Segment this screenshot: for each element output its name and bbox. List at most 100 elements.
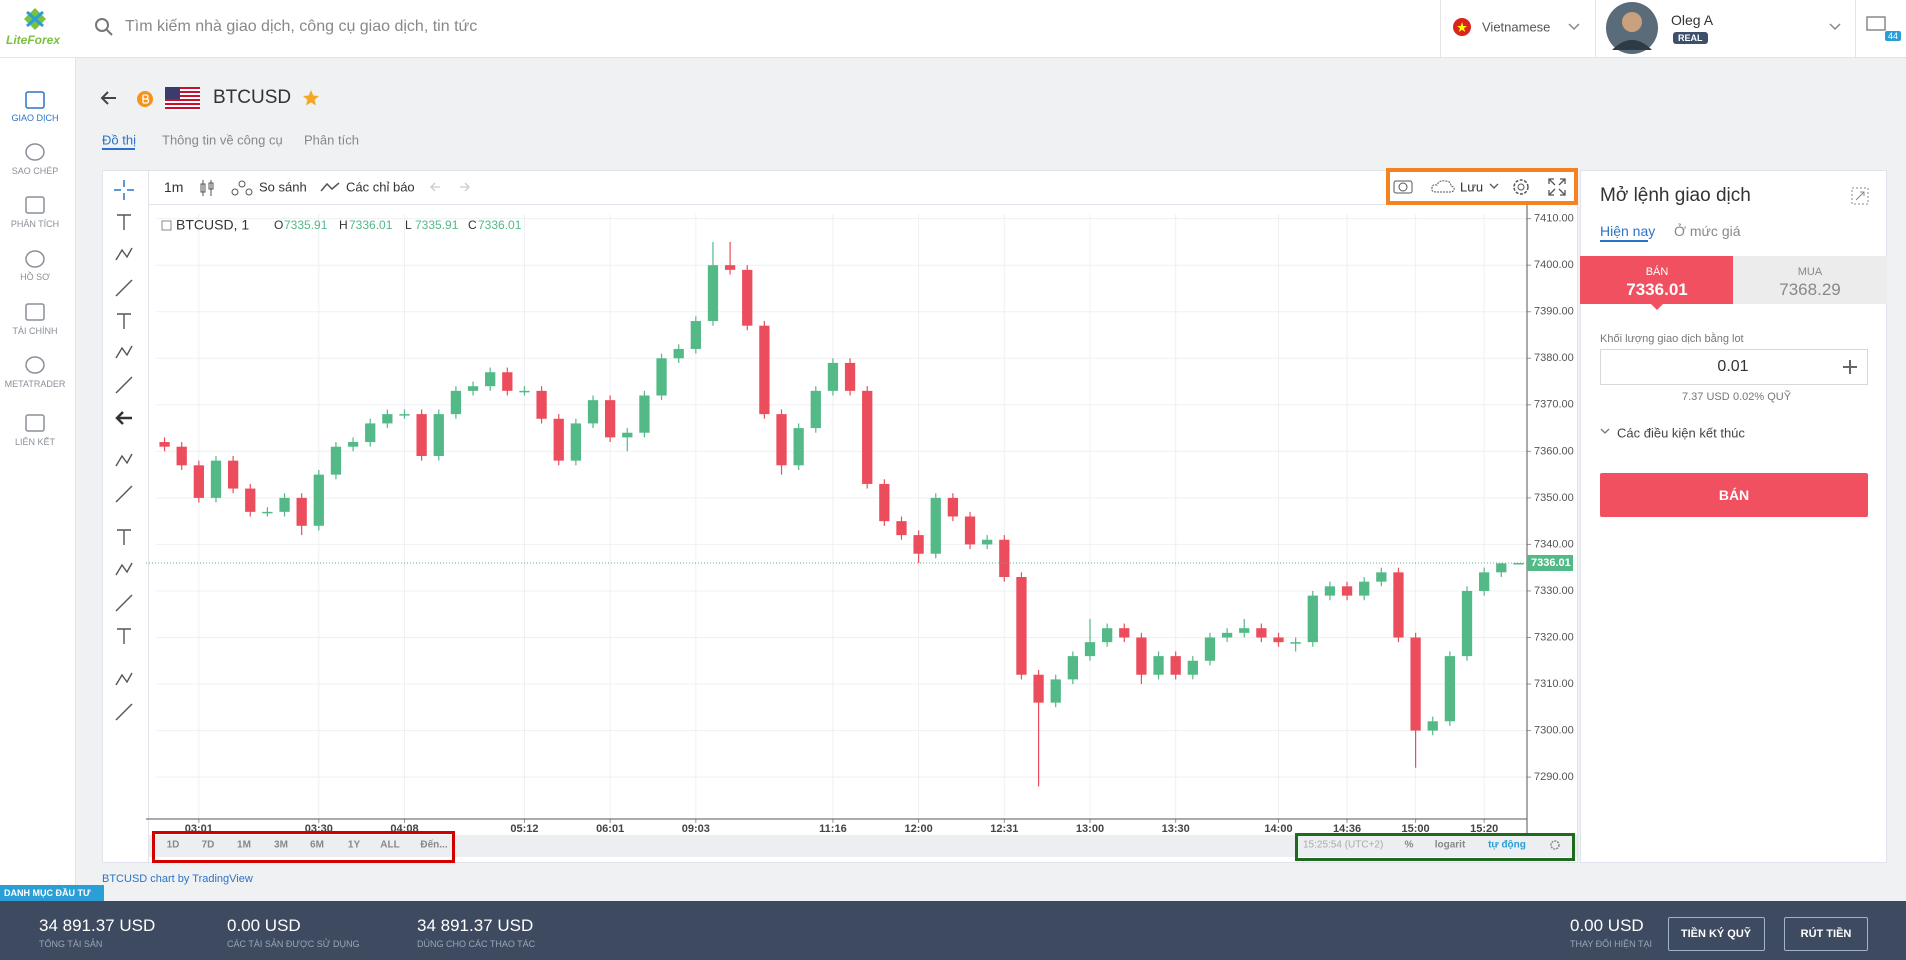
tab[interactable]: Đồ thị <box>102 132 136 148</box>
messages-icon[interactable] <box>1866 16 1890 36</box>
drawing-tool[interactable] <box>113 669 135 691</box>
sidebar-label[interactable]: METATRADER <box>4 379 66 389</box>
sidebar-icon[interactable] <box>24 249 46 269</box>
interval[interactable]: 1m <box>164 179 184 195</box>
icon-shape <box>25 414 45 432</box>
candle-body <box>313 474 324 526</box>
drawing-tool[interactable] <box>113 592 135 614</box>
portfolio-tab-label[interactable]: DANH MỤC ĐẦU TƯ <box>4 888 91 898</box>
withdraw-button[interactable] <box>1784 917 1868 951</box>
x-tick-label: 14:00 <box>1264 823 1292 835</box>
drawing-tool[interactable] <box>113 559 135 581</box>
order-tab[interactable]: Hiện nay <box>1600 223 1656 239</box>
plus-button[interactable] <box>1843 360 1857 374</box>
log-toggle[interactable]: logarit <box>1434 839 1466 851</box>
ohlc-value: 7335.91 <box>415 218 459 232</box>
drawing-tool[interactable] <box>113 342 135 364</box>
submit-button[interactable] <box>1600 473 1868 517</box>
user-name[interactable]: Oleg A <box>1671 12 1714 28</box>
candle-body <box>707 265 719 322</box>
indicators[interactable]: Các chỉ báo <box>346 179 415 195</box>
sidebar-icon[interactable] <box>24 413 46 433</box>
settings-icon[interactable] <box>1511 177 1531 197</box>
tab[interactable]: Phân tích <box>304 132 359 148</box>
volume-input[interactable] <box>1600 349 1868 385</box>
range-button[interactable]: Đến... <box>420 839 448 851</box>
drawing-tool[interactable] <box>113 625 135 647</box>
auto-toggle[interactable]: tự động <box>1488 839 1526 851</box>
drawing-tool[interactable] <box>113 211 135 233</box>
drawing-tool[interactable] <box>113 407 135 429</box>
range-button[interactable]: 1Y <box>347 839 361 851</box>
sidebar-icon[interactable] <box>24 90 46 110</box>
stat-label: THAY ĐỔI HIỆN TẠI <box>1570 939 1653 949</box>
drawing-tool[interactable] <box>113 179 135 201</box>
expand-icon[interactable] <box>1851 187 1869 205</box>
deposit-button[interactable] <box>1668 917 1765 951</box>
portfolio-tab[interactable] <box>0 885 104 901</box>
sidebar-icon[interactable] <box>24 355 46 375</box>
chart-style-icon[interactable] <box>199 179 215 197</box>
highlight-orange <box>1386 168 1578 205</box>
fullscreen-icon[interactable] <box>1548 178 1566 196</box>
buy-box[interactable] <box>1733 256 1887 304</box>
range-button[interactable]: 6M <box>310 839 324 851</box>
sidebar-icon[interactable] <box>24 142 46 162</box>
sidebar-label[interactable]: PHÂN TÍCH <box>10 219 60 229</box>
sidebar-icon[interactable] <box>24 302 46 322</box>
logo-text[interactable]: LiteForex <box>6 33 61 47</box>
drawing-tool[interactable] <box>113 244 135 266</box>
range-button[interactable]: 1M <box>237 839 251 851</box>
attribution[interactable]: BTCUSD chart by TradingView <box>102 873 253 885</box>
percent-toggle[interactable]: % <box>1404 839 1414 851</box>
candle-body <box>1444 656 1456 722</box>
indicators-icon[interactable] <box>320 181 340 193</box>
search-input[interactable]: Tìm kiếm nhà giao dịch, công cụ giao dịc… <box>125 18 478 35</box>
candle-body <box>999 539 1010 577</box>
settings-icon[interactable] <box>1549 839 1561 851</box>
language[interactable]: Vietnamese <box>1482 19 1551 35</box>
compare-icon[interactable] <box>231 178 253 196</box>
withdraw-label[interactable]: RÚT TIỀN <box>1800 928 1852 940</box>
candle-body <box>450 390 462 415</box>
sidebar-label[interactable]: HỒ SƠ <box>20 272 50 282</box>
sidebar-label[interactable]: GIAO DỊCH <box>11 113 59 123</box>
favorite-star[interactable] <box>302 89 320 107</box>
range-button[interactable]: ALL <box>380 839 400 851</box>
candle-body <box>536 390 547 419</box>
avatar[interactable] <box>1606 2 1658 54</box>
range-button[interactable]: 1D <box>166 839 180 851</box>
candle-body <box>227 460 239 489</box>
logo-icon <box>24 8 46 30</box>
cloud-icon[interactable] <box>1430 178 1456 194</box>
drawing-tool[interactable] <box>113 526 135 548</box>
range-button[interactable]: 3M <box>274 839 288 851</box>
screenshot-icon[interactable] <box>1393 177 1413 195</box>
tool-shape <box>117 628 131 644</box>
compare[interactable]: So sánh <box>259 179 307 195</box>
undo-redo[interactable] <box>428 180 472 194</box>
order-tab[interactable]: Ở mức giá <box>1674 223 1741 239</box>
candle-body <box>1204 637 1216 661</box>
drawing-tool[interactable] <box>113 310 135 332</box>
drawing-tool[interactable] <box>113 450 135 472</box>
drawing-tool[interactable] <box>113 483 135 505</box>
sidebar-label[interactable]: SAO CHÉP <box>11 166 59 176</box>
drawing-tool[interactable] <box>113 701 135 723</box>
tab[interactable]: Thông tin về công cụ <box>162 132 283 148</box>
sell-box[interactable] <box>1580 256 1733 304</box>
candle-body <box>982 539 993 545</box>
back-arrow[interactable] <box>100 90 118 106</box>
sidebar-icon[interactable] <box>24 195 46 215</box>
divider <box>1440 0 1441 57</box>
range-button[interactable]: 7D <box>201 839 215 851</box>
save[interactable]: Lưu <box>1460 179 1484 195</box>
deposit-label[interactable]: TIỀN KÝ QUỸ <box>1680 928 1752 940</box>
stat-label: DÙNG CHO CÁC THAO TÁC <box>417 939 536 949</box>
sidebar-label[interactable]: LIÊN KẾT <box>14 437 56 447</box>
drawing-tool[interactable] <box>113 277 135 299</box>
conditions[interactable]: Các điều kiện kết thúc <box>1617 425 1745 441</box>
candle-body <box>1393 572 1404 638</box>
drawing-tool[interactable] <box>113 374 135 396</box>
sidebar-label[interactable]: TÀI CHÍNH <box>12 326 58 336</box>
